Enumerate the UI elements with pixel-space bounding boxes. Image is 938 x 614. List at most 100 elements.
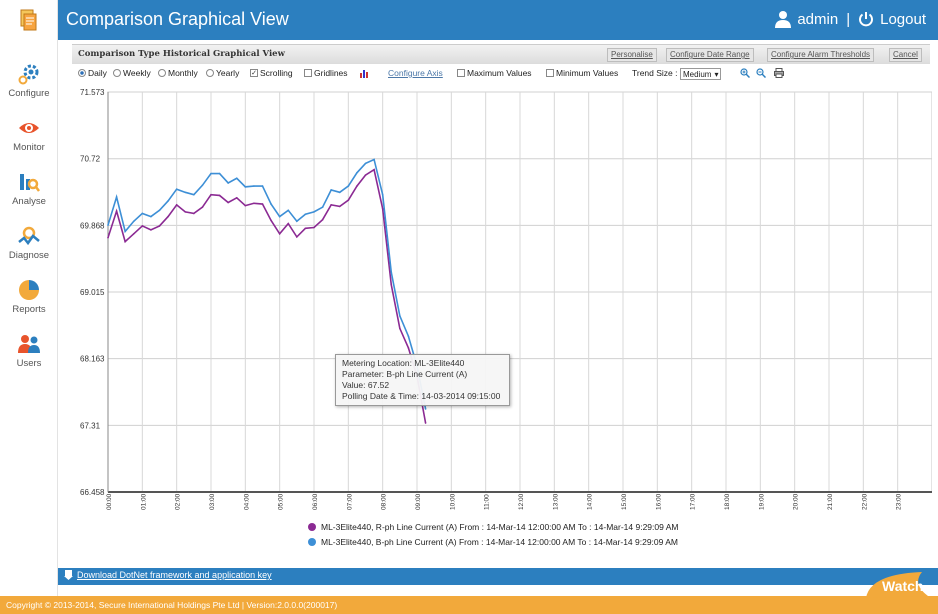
cancel-button[interactable]: Cancel <box>889 48 922 62</box>
configure-alarm-thresholds-button[interactable]: Configure Alarm Thresholds <box>767 48 875 62</box>
data-point[interactable] <box>424 422 427 424</box>
weekly-radio[interactable] <box>113 69 121 77</box>
data-point[interactable] <box>235 177 238 180</box>
data-point[interactable] <box>278 215 281 218</box>
trend-size-select[interactable]: Medium ▾ <box>680 68 722 80</box>
data-point[interactable] <box>253 202 255 205</box>
sidebar-item-users[interactable]: Users <box>0 332 58 369</box>
period-monthly-option[interactable]: Monthly <box>158 68 198 78</box>
personalise-button[interactable]: Personalise <box>607 48 657 62</box>
data-point[interactable] <box>399 315 401 317</box>
username[interactable]: admin <box>797 10 839 28</box>
data-point[interactable] <box>124 230 126 233</box>
power-icon[interactable] <box>858 11 874 27</box>
data-point[interactable] <box>373 168 375 171</box>
data-point[interactable] <box>407 335 410 338</box>
data-point[interactable] <box>399 327 401 330</box>
zoom-in-icon[interactable] <box>740 68 750 78</box>
data-point[interactable] <box>107 236 109 239</box>
minimum-values-option[interactable]: Minimum Values <box>546 68 618 78</box>
sidebar-item-reports[interactable]: Reports <box>0 278 58 315</box>
series-line-1[interactable] <box>107 158 427 410</box>
data-point[interactable] <box>115 196 118 198</box>
data-point[interactable] <box>381 207 384 210</box>
series-line-0[interactable] <box>107 168 427 424</box>
chart-type-icon[interactable] <box>360 68 370 78</box>
data-point[interactable] <box>175 188 178 191</box>
data-point[interactable] <box>210 172 212 175</box>
data-point[interactable] <box>313 226 315 229</box>
data-point[interactable] <box>330 189 332 191</box>
data-point[interactable] <box>338 205 341 208</box>
data-point[interactable] <box>235 197 238 199</box>
maximum-values-checkbox[interactable] <box>457 69 465 77</box>
data-point[interactable] <box>141 225 144 227</box>
data-point[interactable] <box>167 200 169 202</box>
download-link[interactable]: Download DotNet framework and applicatio… <box>64 570 272 580</box>
configure-date-range-button[interactable]: Configure Date Range <box>666 48 754 62</box>
data-point[interactable] <box>218 172 221 175</box>
data-point[interactable] <box>150 229 152 231</box>
period-daily-option[interactable]: Daily <box>78 68 107 78</box>
sidebar-item-analyse[interactable]: Analyse <box>0 170 58 207</box>
daily-radio[interactable] <box>78 69 86 77</box>
data-point[interactable] <box>364 162 367 165</box>
data-point[interactable] <box>244 204 247 207</box>
period-yearly-option[interactable]: Yearly <box>206 68 239 78</box>
data-point[interactable] <box>321 218 324 221</box>
data-point[interactable] <box>296 236 298 238</box>
data-point[interactable] <box>201 206 204 208</box>
data-point[interactable] <box>424 408 427 410</box>
gridlines-option[interactable]: Gridlines <box>304 68 348 78</box>
maximum-values-option[interactable]: Maximum Values <box>457 68 532 78</box>
scrolling-checkbox[interactable]: ✓ <box>250 69 258 77</box>
bar-chart-icon[interactable] <box>360 68 370 78</box>
data-point[interactable] <box>296 220 298 223</box>
configure-axis-link[interactable]: Configure Axis <box>388 68 443 78</box>
data-point[interactable] <box>158 209 161 212</box>
gridlines-checkbox[interactable] <box>304 69 312 77</box>
sidebar-item-diagnose[interactable]: Diagnose <box>0 224 58 261</box>
data-point[interactable] <box>381 193 384 196</box>
data-point[interactable] <box>338 191 341 194</box>
minimum-values-checkbox[interactable] <box>546 69 554 77</box>
data-point[interactable] <box>304 213 307 216</box>
data-point[interactable] <box>347 185 350 187</box>
data-point[interactable] <box>227 201 229 204</box>
data-point[interactable] <box>141 212 144 215</box>
download-link-text[interactable]: Download DotNet framework and applicatio… <box>77 570 272 580</box>
data-point[interactable] <box>261 203 264 205</box>
period-weekly-option[interactable]: Weekly <box>113 68 151 78</box>
data-point[interactable] <box>373 158 375 161</box>
data-point[interactable] <box>287 222 290 225</box>
data-point[interactable] <box>321 206 324 208</box>
data-point[interactable] <box>193 193 195 196</box>
data-point[interactable] <box>218 194 221 197</box>
data-point[interactable] <box>210 193 212 196</box>
data-point[interactable] <box>253 185 255 187</box>
data-point[interactable] <box>390 271 393 273</box>
data-point[interactable] <box>270 219 272 222</box>
scrolling-option[interactable]: ✓ Scrolling <box>250 68 293 78</box>
yearly-radio[interactable] <box>206 69 214 77</box>
data-point[interactable] <box>132 220 135 223</box>
print-icon[interactable] <box>774 68 784 78</box>
sidebar-item-monitor[interactable]: Monitor <box>0 116 58 153</box>
data-point[interactable] <box>364 174 367 176</box>
legend-item-b-phase[interactable]: ML-3Elite440, B-ph Line Current (A) From… <box>308 537 678 547</box>
data-point[interactable] <box>150 215 152 218</box>
data-point[interactable] <box>184 211 187 213</box>
zoom-out-icon[interactable] <box>756 68 766 78</box>
data-point[interactable] <box>330 204 332 206</box>
data-point[interactable] <box>304 227 307 230</box>
chart-area[interactable]: 71.573 70.72 69.868 69.015 68.163 67.31 66.458… <box>72 84 933 516</box>
data-point[interactable] <box>115 210 118 212</box>
legend-item-r-phase[interactable]: ML-3Elite440, R-ph Line Current (A) From… <box>308 522 678 532</box>
data-point[interactable] <box>132 232 135 235</box>
data-point[interactable] <box>184 191 187 194</box>
line-chart[interactable]: 71.573 70.72 69.868 69.015 68.163 67.31 66.458… <box>72 84 933 516</box>
data-point[interactable] <box>158 225 161 227</box>
data-point[interactable] <box>356 185 358 187</box>
data-point[interactable] <box>390 283 393 286</box>
data-point[interactable] <box>175 204 178 206</box>
